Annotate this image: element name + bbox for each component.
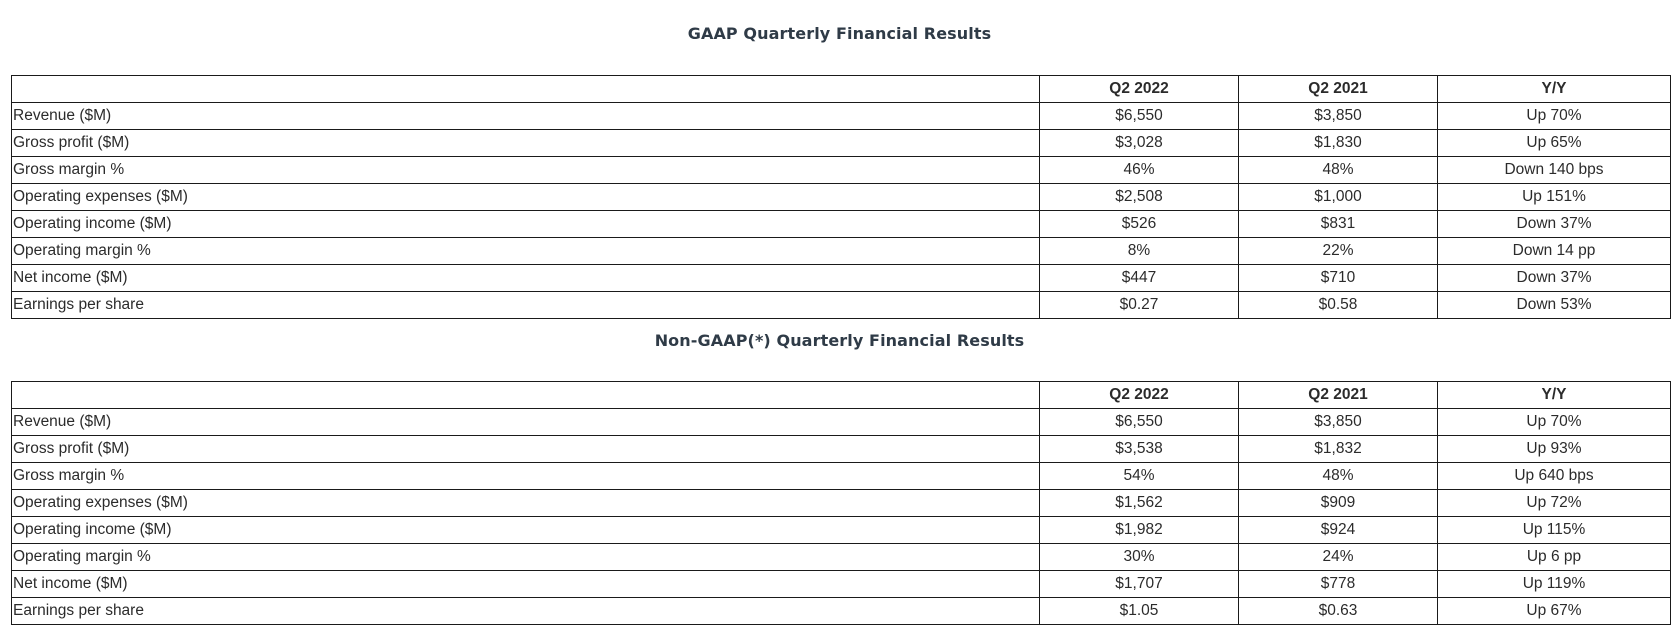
table-row: Revenue ($M) $6,550 $3,850 Up 70%: [11, 408, 1671, 436]
q2-2021-value: $1,832: [1238, 435, 1438, 463]
q2-2021-value: $0.63: [1238, 597, 1438, 625]
q2-2022-value: $1,982: [1039, 516, 1239, 544]
q2-2022-value: $0.27: [1039, 291, 1239, 319]
metric-label: Net income ($M): [11, 264, 1040, 292]
q2-2021-value: $3,850: [1238, 408, 1438, 436]
q2-2021-value: 22%: [1238, 237, 1438, 265]
metric-label: Operating margin %: [11, 543, 1040, 571]
table-row: Revenue ($M) $6,550 $3,850 Up 70%: [11, 102, 1671, 130]
q2-2022-value: 46%: [1039, 156, 1239, 184]
yy-change-value: Up 93%: [1437, 435, 1671, 463]
yy-change-value: Up 72%: [1437, 489, 1671, 517]
gaap-section-title: GAAP Quarterly Financial Results: [687, 24, 992, 43]
q2-2021-value: $3,850: [1238, 102, 1438, 130]
q2-2022-value: 8%: [1039, 237, 1239, 265]
q2-2021-value: $924: [1238, 516, 1438, 544]
metric-label: Operating expenses ($M): [11, 183, 1040, 211]
yy-change-value: Up 151%: [1437, 183, 1671, 211]
non-gaap-results-table: Q2 2022 Q2 2021 Y/Y Revenue ($M) $6,550 $3…: [11, 381, 1671, 625]
table-row: Operating margin % 8% 22% Down 14 pp: [11, 237, 1671, 265]
q2-2021-value: 48%: [1238, 462, 1438, 490]
table-row: Net income ($M) $447 $710 Down 37%: [11, 264, 1671, 292]
gaap-results-table: Q2 2022 Q2 2021 Y/Y Revenue ($M) $6,550 $3…: [11, 75, 1671, 319]
metric-label: Earnings per share: [11, 291, 1040, 319]
metric-label: Operating expenses ($M): [11, 489, 1040, 517]
yy-change-value: Up 119%: [1437, 570, 1671, 598]
table-row: Earnings per share $0.27 $0.58 Down 53%: [11, 291, 1671, 319]
yy-change-value: Up 640 bps: [1437, 462, 1671, 490]
q2-2022-value: $6,550: [1039, 102, 1239, 130]
yy-change-value: Up 70%: [1437, 102, 1671, 130]
table-row: Operating income ($M) $526 $831 Down 37%: [11, 210, 1671, 238]
header-metric: [11, 75, 1040, 103]
header-metric: [11, 381, 1040, 409]
non-gaap-section-title: Non-GAAP(*) Quarterly Financial Results: [654, 331, 1025, 350]
yy-change-value: Up 6 pp: [1437, 543, 1671, 571]
table-header-row: Q2 2022 Q2 2021 Y/Y: [11, 381, 1671, 409]
metric-label: Net income ($M): [11, 570, 1040, 598]
table-row: Net income ($M) $1,707 $778 Up 119%: [11, 570, 1671, 598]
yy-change-value: Down 37%: [1437, 210, 1671, 238]
q2-2022-value: $1,707: [1039, 570, 1239, 598]
q2-2021-value: $1,830: [1238, 129, 1438, 157]
q2-2021-value: 48%: [1238, 156, 1438, 184]
q2-2021-value: 24%: [1238, 543, 1438, 571]
table-row: Operating expenses ($M) $2,508 $1,000 Up 15…: [11, 183, 1671, 211]
metric-label: Operating income ($M): [11, 210, 1040, 238]
table-header-row: Q2 2022 Q2 2021 Y/Y: [11, 75, 1671, 103]
header-yy: Y/Y: [1437, 381, 1671, 409]
table-row: Gross margin % 54% 48% Up 640 bps: [11, 462, 1671, 490]
q2-2021-value: $0.58: [1238, 291, 1438, 319]
metric-label: Operating margin %: [11, 237, 1040, 265]
q2-2022-value: $2,508: [1039, 183, 1239, 211]
header-q2-2021: Q2 2021: [1238, 381, 1438, 409]
metric-label: Earnings per share: [11, 597, 1040, 625]
metric-label: Gross profit ($M): [11, 129, 1040, 157]
metric-label: Revenue ($M): [11, 408, 1040, 436]
table-row: Gross margin % 46% 48% Down 140 bps: [11, 156, 1671, 184]
q2-2022-value: $3,538: [1039, 435, 1239, 463]
q2-2021-value: $778: [1238, 570, 1438, 598]
non-gaap-table-body: Revenue ($M) $6,550 $3,850 Up 70% Gross prof…: [11, 408, 1671, 625]
yy-change-value: Up 115%: [1437, 516, 1671, 544]
yy-change-value: Up 67%: [1437, 597, 1671, 625]
q2-2022-value: $1,562: [1039, 489, 1239, 517]
yy-change-value: Down 14 pp: [1437, 237, 1671, 265]
metric-label: Gross margin %: [11, 462, 1040, 490]
q2-2021-value: $710: [1238, 264, 1438, 292]
table-row: Operating income ($M) $1,982 $924 Up 115%: [11, 516, 1671, 544]
metric-label: Revenue ($M): [11, 102, 1040, 130]
q2-2022-value: $6,550: [1039, 408, 1239, 436]
q2-2022-value: $526: [1039, 210, 1239, 238]
yy-change-value: Down 53%: [1437, 291, 1671, 319]
q2-2021-value: $831: [1238, 210, 1438, 238]
q2-2021-value: $1,000: [1238, 183, 1438, 211]
yy-change-value: Up 65%: [1437, 129, 1671, 157]
yy-change-value: Down 37%: [1437, 264, 1671, 292]
header-yy: Y/Y: [1437, 75, 1671, 103]
q2-2021-value: $909: [1238, 489, 1438, 517]
q2-2022-value: $3,028: [1039, 129, 1239, 157]
metric-label: Gross profit ($M): [11, 435, 1040, 463]
table-row: Earnings per share $1.05 $0.63 Up 67%: [11, 597, 1671, 625]
q2-2022-value: $1.05: [1039, 597, 1239, 625]
table-row: Operating margin % 30% 24% Up 6 pp: [11, 543, 1671, 571]
table-row: Gross profit ($M) $3,538 $1,832 Up 93%: [11, 435, 1671, 463]
q2-2022-value: 54%: [1039, 462, 1239, 490]
q2-2022-value: 30%: [1039, 543, 1239, 571]
yy-change-value: Up 70%: [1437, 408, 1671, 436]
table-row: Operating expenses ($M) $1,562 $909 Up 72%: [11, 489, 1671, 517]
yy-change-value: Down 140 bps: [1437, 156, 1671, 184]
table-row: Gross profit ($M) $3,028 $1,830 Up 65%: [11, 129, 1671, 157]
gaap-table-body: Revenue ($M) $6,550 $3,850 Up 70% Gross prof…: [11, 102, 1671, 319]
metric-label: Operating income ($M): [11, 516, 1040, 544]
header-q2-2022: Q2 2022: [1039, 381, 1239, 409]
header-q2-2022: Q2 2022: [1039, 75, 1239, 103]
q2-2022-value: $447: [1039, 264, 1239, 292]
metric-label: Gross margin %: [11, 156, 1040, 184]
header-q2-2021: Q2 2021: [1238, 75, 1438, 103]
